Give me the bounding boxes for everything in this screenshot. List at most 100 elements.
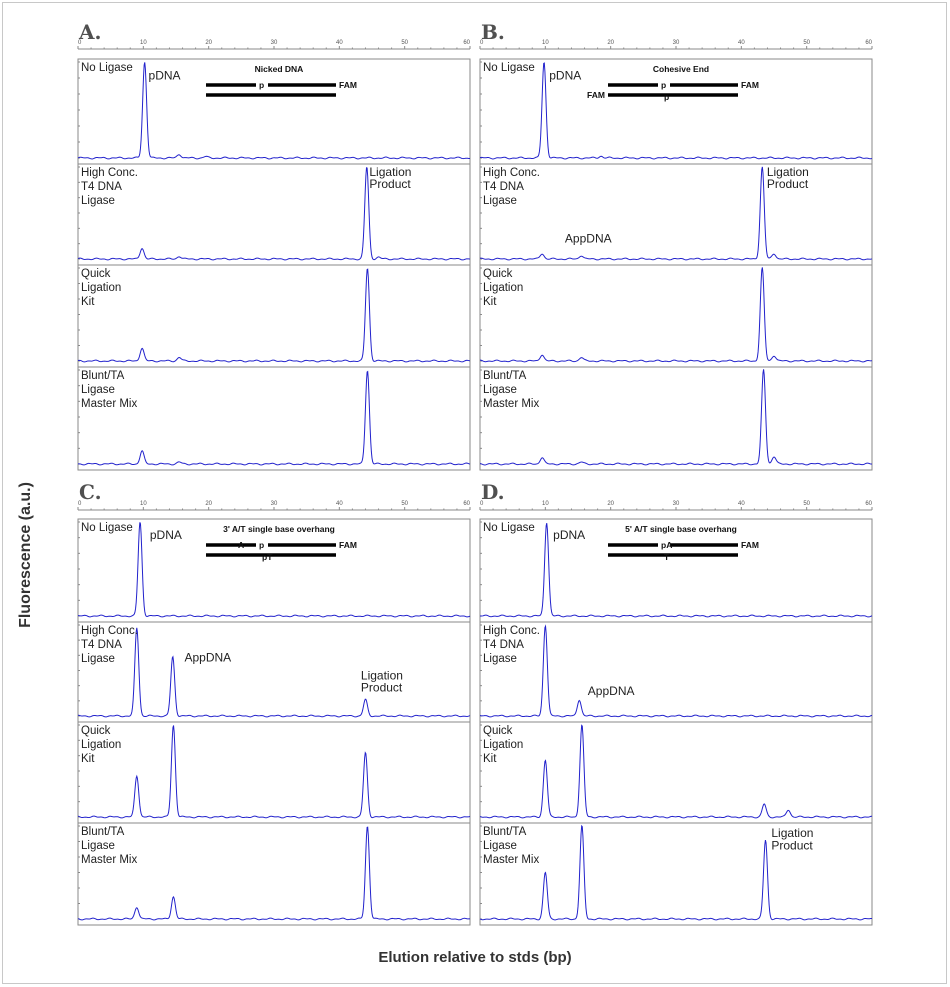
lane-label-3-line-2: Ligation (483, 739, 523, 751)
x-tick-label-40: 40 (336, 501, 343, 507)
top-strand-right-label: FAM (339, 80, 357, 90)
lane-label-3-line-1: Quick (483, 725, 513, 737)
x-tick-label-30: 30 (271, 40, 278, 46)
lane-box (77, 264, 471, 368)
lane-label-4-line-3: Master Mix (483, 854, 539, 866)
top-strand-right-label: FAM (741, 540, 759, 550)
lane-box (479, 621, 873, 723)
panel-2: 0 10 20 30 40 50 60 No Ligase pDNA High Conc. T4 D… (77, 501, 471, 926)
lane-label-3-line-2: Ligation (81, 282, 121, 294)
lane-label-3-line-2: Ligation (81, 739, 121, 751)
x-tick-label-10: 10 (542, 501, 549, 507)
peak-label-2-1: Ligation (369, 165, 411, 179)
lane-box (479, 264, 873, 368)
lane-box (479, 822, 873, 926)
lane-label-2-line-3: Ligase (81, 653, 115, 665)
lane-label-1-line-1: No Ligase (81, 62, 133, 74)
trace-3 (77, 725, 471, 819)
peak-label-2-1: AppDNA (184, 650, 231, 664)
trace-2 (479, 166, 873, 261)
lane-label-4-line-1: Blunt/TA (483, 370, 527, 382)
trace-3 (480, 267, 873, 363)
peak-label-2-2: Ligation (361, 669, 403, 683)
x-tick-label-50: 50 (401, 501, 408, 507)
schematic-title: 5' A/T single base overhang (625, 524, 737, 534)
trace-2 (77, 627, 471, 718)
peak-label-1-1: pDNA (549, 68, 581, 82)
peak-label-1-1: pDNA (150, 528, 182, 542)
lane-box (77, 366, 471, 471)
x-tick-label-30: 30 (673, 501, 680, 507)
lane-label-1-line-1: No Ligase (483, 522, 535, 534)
peak-label-1-1: pDNA (553, 528, 585, 542)
lane-box (77, 822, 471, 926)
x-tick-label-20: 20 (607, 501, 614, 507)
lane-label-2-line-2: T4 DNA (81, 181, 122, 193)
lane-label-3-line-3: Kit (483, 296, 497, 308)
lane-label-3-line-1: Quick (483, 268, 513, 280)
bottom-strand-mid-label: pT (262, 552, 273, 562)
x-tick-label-0: 0 (480, 501, 484, 507)
schematic-title: Cohesive End (653, 64, 709, 74)
panel-1: 0 10 20 30 40 50 60 No Ligase pDNA High Conc. T4 D… (479, 40, 873, 471)
x-axis-label: Elution relative to stds (bp) (378, 949, 572, 966)
lane-label-2-line-2: T4 DNA (483, 181, 524, 193)
lane-label-3-line-3: Kit (483, 753, 497, 765)
x-tick-label-50: 50 (803, 40, 810, 46)
top-strand-right-label: FAM (339, 540, 357, 550)
x-tick-label-0: 0 (78, 501, 82, 507)
x-tick-label-40: 40 (738, 40, 745, 46)
lane-label-4-line-3: Master Mix (81, 854, 137, 866)
lane-box (77, 721, 471, 824)
x-tick-label-50: 50 (803, 501, 810, 507)
peak-label-2-2: Ligation (767, 165, 809, 179)
trace-2 (77, 167, 470, 261)
trace-4 (479, 824, 873, 921)
lane-label-1-line-1: No Ligase (483, 62, 535, 74)
peak-label-2-2: Product (369, 177, 411, 191)
lane-label-2-line-1: High Conc. (483, 625, 540, 637)
trace-1 (77, 522, 471, 618)
top-strand-mid-label: pA (661, 540, 672, 550)
lane-label-2-line-2: T4 DNA (81, 639, 122, 651)
lane-box (479, 721, 873, 824)
x-tick-label-50: 50 (401, 40, 408, 46)
lane-label-3-line-2: Ligation (483, 282, 523, 294)
peak-label-2-3: Product (767, 177, 809, 191)
x-tick-label-60: 60 (463, 40, 470, 46)
x-tick-label-40: 40 (336, 40, 343, 46)
peak-label-2-3: Product (361, 680, 403, 694)
x-tick-label-10: 10 (542, 40, 549, 46)
lane-label-2-line-1: High Conc. (81, 625, 138, 637)
x-tick-label-60: 60 (865, 501, 872, 507)
bottom-strand-mid-label: p (664, 92, 669, 102)
lane-label-1-line-1: No Ligase (81, 522, 133, 534)
panel-letter-a: A. (79, 20, 102, 44)
trace-2 (479, 624, 873, 718)
lane-label-2-line-3: Ligase (483, 195, 517, 207)
x-tick-label-40: 40 (738, 501, 745, 507)
x-tick-label-30: 30 (673, 40, 680, 46)
lane-label-3-line-3: Kit (81, 753, 95, 765)
lane-box (77, 621, 471, 723)
lane-label-4-line-2: Ligase (483, 840, 517, 852)
panel-0: 0 10 20 30 40 50 60 No Ligase pDNA High Conc. T4 D… (77, 40, 471, 471)
bottom-strand-left-label: FAM (587, 90, 605, 100)
lane-label-4-line-1: Blunt/TA (483, 826, 527, 838)
x-tick-label-60: 60 (865, 40, 872, 46)
x-tick-label-0: 0 (78, 40, 82, 46)
x-tick-label-20: 20 (205, 40, 212, 46)
lane-label-3-line-3: Kit (81, 296, 95, 308)
peak-label-1-1: pDNA (149, 68, 181, 82)
panel-letter-d: D. (481, 480, 505, 504)
lane-label-4-line-3: Master Mix (483, 398, 539, 410)
lane-label-4-line-2: Ligase (483, 384, 517, 396)
peak-label-4-1: Ligation (771, 826, 813, 840)
top-strand-left-label: A (238, 540, 244, 550)
peak-label-2-1: AppDNA (588, 684, 635, 698)
lane-box (77, 518, 471, 623)
lane-box (77, 58, 471, 165)
lane-box (479, 518, 873, 623)
x-tick-label-0: 0 (480, 40, 484, 46)
schematic-title: Nicked DNA (255, 64, 304, 74)
